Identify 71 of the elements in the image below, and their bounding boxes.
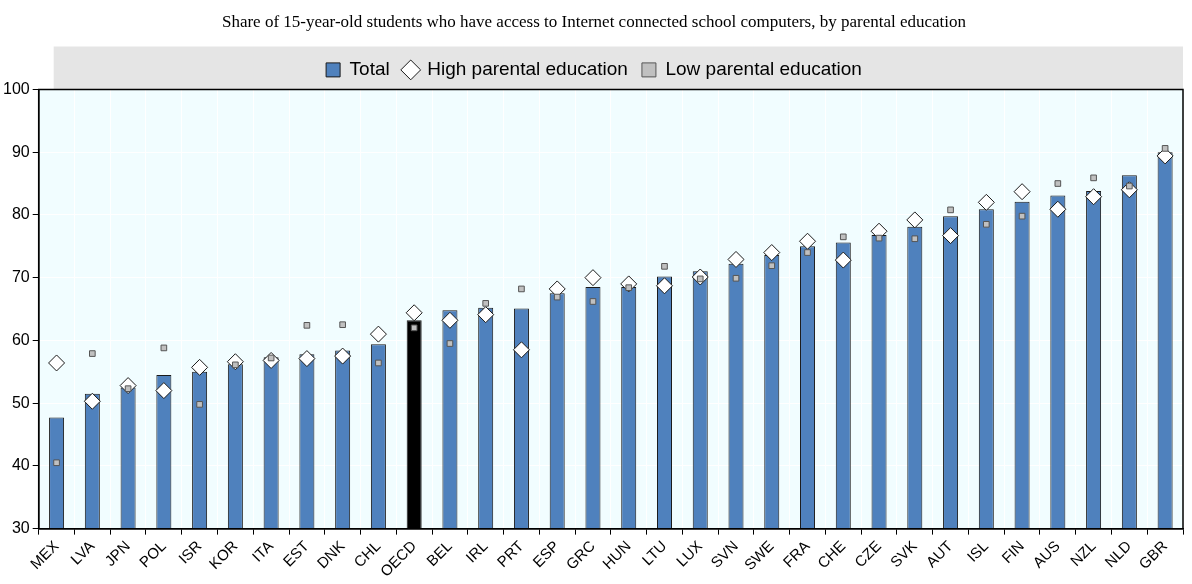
point <box>339 321 346 329</box>
y-tick-label: 80 <box>11 205 30 223</box>
point <box>732 274 740 282</box>
point <box>553 293 561 301</box>
y-tick-label: 50 <box>11 393 30 411</box>
point <box>89 350 96 357</box>
x-tick-label: BEL <box>422 537 455 570</box>
x-tick-label: ISL <box>963 537 992 565</box>
point <box>799 232 817 250</box>
point <box>83 392 101 410</box>
point <box>48 354 66 372</box>
y-tick-label: 70 <box>11 268 30 286</box>
point <box>727 250 745 268</box>
legend-label: High parental education <box>427 58 628 80</box>
chart-title: Share of 15-year-old students who have access to Internet connected school computers, by parental education <box>221 11 967 31</box>
y-tick-label: 90 <box>11 142 30 160</box>
point <box>1161 145 1169 152</box>
point <box>441 311 459 329</box>
legend-label: Total <box>349 58 390 80</box>
point <box>834 251 852 269</box>
point <box>589 298 597 305</box>
point <box>625 284 633 292</box>
point <box>298 350 316 368</box>
y-tick-label: 40 <box>11 456 30 474</box>
point <box>1054 180 1062 187</box>
point <box>191 358 209 376</box>
point <box>839 233 847 241</box>
legend-label: Low parental education <box>665 58 862 80</box>
point <box>405 304 423 322</box>
point <box>512 341 530 359</box>
point <box>369 325 387 343</box>
y-tick-label: 60 <box>11 330 30 348</box>
point <box>942 227 960 245</box>
point <box>477 306 495 324</box>
point <box>947 206 954 214</box>
point <box>482 300 490 307</box>
point <box>1013 183 1031 201</box>
x-tick-label: IRL <box>462 537 491 566</box>
point <box>410 324 418 332</box>
point <box>584 269 602 287</box>
y-tick-label: 30 <box>11 519 30 537</box>
point <box>906 211 924 229</box>
point <box>982 220 990 228</box>
point <box>53 459 60 467</box>
point <box>977 193 995 211</box>
x-tick-label: FIN <box>998 537 1028 567</box>
point <box>518 285 525 293</box>
point <box>768 262 776 270</box>
point <box>303 322 311 329</box>
point <box>375 359 382 367</box>
point <box>875 234 883 242</box>
point <box>155 382 173 400</box>
point <box>196 401 203 408</box>
point <box>1085 188 1103 206</box>
point <box>655 277 673 295</box>
point <box>160 344 168 352</box>
y-tick-label: 100 <box>2 79 30 97</box>
x-tick-label: ITA <box>248 537 277 565</box>
point <box>1090 174 1097 182</box>
point <box>911 235 919 243</box>
point <box>1049 200 1067 218</box>
point <box>446 340 454 347</box>
point <box>661 263 668 270</box>
x-tick-label: POL <box>135 537 169 571</box>
point <box>1018 212 1026 220</box>
point <box>804 249 811 256</box>
x-tick-label: LVA <box>66 537 98 568</box>
x-tick-label: ISR <box>174 536 205 567</box>
x-tick-label: NZL <box>1066 537 1099 570</box>
point <box>763 244 781 262</box>
point <box>334 347 352 365</box>
